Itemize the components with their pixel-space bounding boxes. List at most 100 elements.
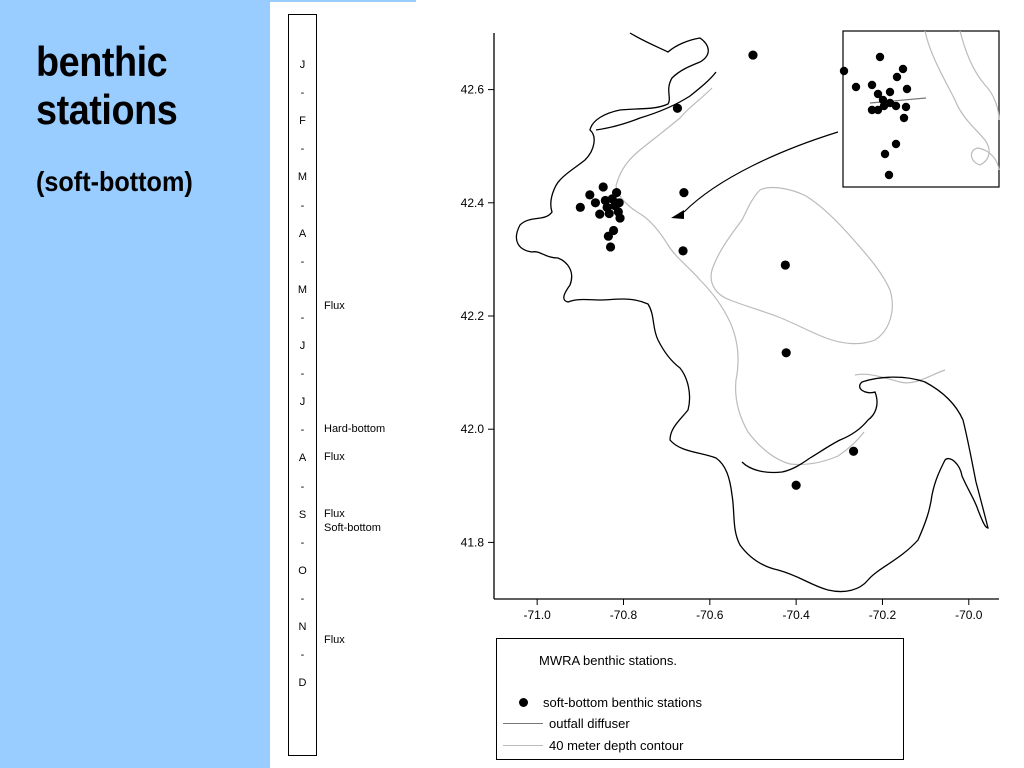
y-tick-label: 41.8 [461,535,485,549]
inset-map [671,30,1000,219]
timeline-month: J [299,340,306,352]
inset-station-marker [880,149,890,159]
legend-label-diffuser: outfall diffuser [549,715,630,731]
map-legend: MWRA benthic stations. soft-bottom benth… [496,638,904,760]
timeline-separator: - [300,480,305,493]
inset-station-marker [867,80,877,90]
y-tick-label: 42.0 [461,422,485,436]
legend-line-icon [503,722,543,724]
timeline-month: O [298,564,307,577]
inset-station-marker [875,52,885,62]
timeline-separator: - [300,649,305,662]
stations-layer [575,50,859,490]
station-marker [748,50,758,60]
header-divider [270,0,416,2]
inset-station-marker [851,82,861,92]
slide-subtitle: (soft-bottom) [36,166,193,197]
station-marker [848,446,859,456]
timeline-month: M [297,283,308,296]
timeline-separator: - [300,199,305,212]
inset-station-marker [892,72,902,82]
inset-station-marker [901,102,911,112]
timeline-month: A [298,452,307,465]
depth-contour-segment [710,186,893,345]
legend-label-contour: 40 meter depth contour [549,737,684,753]
sidebar-panel [0,0,270,768]
coastline-layer [515,32,989,593]
inset-station-marker [898,64,908,74]
legend-label-stations: soft-bottom benthic stations [543,694,702,710]
inset-station-marker [884,170,894,180]
legend-item-stations: soft-bottom benthic stations [503,694,702,710]
inset-station-marker [899,113,909,123]
timeline-separator: - [300,143,305,156]
y-tick-label: 42.4 [461,196,485,210]
inset-contour [924,30,1000,171]
inset-station-marker [867,105,877,115]
inset-station-marker [839,66,849,76]
station-marker [611,188,622,198]
y-tick-label: 42.6 [461,83,485,97]
x-tick-label: -70.0 [955,608,983,622]
station-marker [678,246,688,256]
timeline-separator: - [300,87,305,100]
timeline-month: J [299,396,306,409]
station-marker [605,242,616,252]
x-tick-label: -70.2 [869,608,897,622]
timeline-event-label: Flux [324,451,345,464]
timeline-event-label: Hard-bottom [324,423,386,436]
inset-station-marker [873,89,883,99]
timeline-month: M [297,171,308,184]
station-marker [780,260,790,270]
timeline-separator: - [300,255,305,268]
timeline-event-label: Flux [324,299,345,312]
station-marker [595,209,605,219]
slide-title: benthic stations [36,38,178,134]
timeline-month: J [299,59,306,71]
inset-diffuser-line [869,97,927,104]
station-marker [598,182,608,192]
timeline-month: N [298,621,307,633]
inset-station-marker [879,101,889,111]
timeline-month: D [298,677,307,690]
timeline-separator: - [300,424,305,437]
coastline-segment [515,32,989,593]
depth-contour-layer [615,87,946,466]
inset-contour [959,30,1000,121]
arrowhead-icon [671,210,684,219]
inset-station-marker [891,139,901,149]
timeline-event-label: Flux [324,634,345,647]
timeline-event-label: Flux [324,507,345,520]
timeline-month: F [299,115,306,128]
legend-item-contour: 40 meter depth contour [503,737,683,753]
title-line-2: stations [36,86,178,133]
station-marker [781,348,791,358]
legend-dot-icon [503,697,543,707]
x-tick-label: -70.8 [610,608,638,622]
inset-station-marker [885,87,895,97]
station-marker [603,231,613,241]
timeline-month: S [298,508,307,521]
y-tick-label: 42.2 [461,309,485,323]
timeline-separator: - [300,536,305,549]
map-axes: 41.8 42.0 42.2 42.4 42.6 -71.0 -70.8 -70.6 -70.4… [461,33,999,622]
legend-title: MWRA benthic stations. [539,653,677,668]
x-tick-label: -70.4 [782,608,810,622]
timeline-separator: - [300,368,305,381]
legend-contour-icon [503,744,543,746]
legend-item-diffuser: outfall diffuser [503,715,630,731]
station-marker [679,188,689,198]
depth-contour-segment [854,369,946,384]
inset-station-marker [873,105,883,115]
x-tick-label: -70.6 [696,608,724,622]
title-line-1: benthic [36,38,168,85]
station-marker [615,213,625,223]
month-timeline: J - F - M - A - M - J - J - A - S - O - N - D [288,14,317,756]
timeline-separator: - [300,592,305,605]
coastline-segment [741,457,811,474]
inset-pointer-arrow [683,131,839,213]
timeline-event-label: Soft-bottom [324,521,381,534]
station-marker [575,202,585,212]
station-marker [614,198,624,208]
station-marker [791,480,801,490]
